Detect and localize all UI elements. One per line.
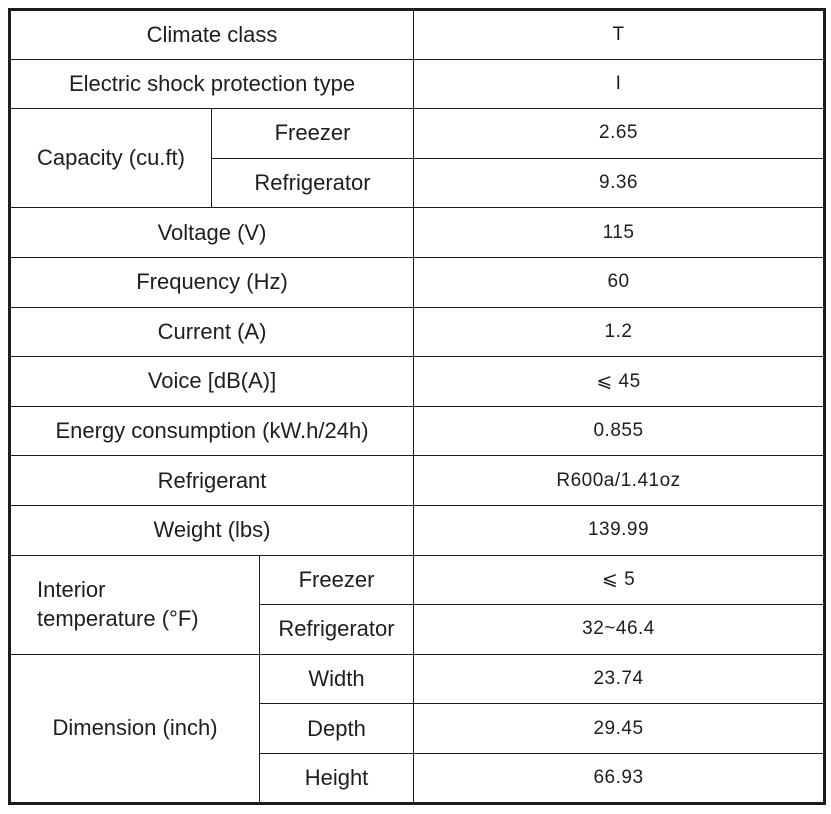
table-row: Height 66.93 [10, 752, 826, 804]
spec-value: 23.74 [413, 653, 826, 705]
spec-sublabel: Freezer [258, 554, 415, 606]
spec-value: R600a/1.41oz [413, 455, 826, 506]
spec-sublabel: Refrigerator [258, 604, 415, 655]
table-row: Climate class T [8, 9, 826, 60]
spec-value: T [413, 9, 826, 60]
table-row: Electric shock protection type I [8, 58, 826, 110]
spec-value: 115 [413, 207, 826, 258]
spec-label: Weight (lbs) [8, 504, 415, 556]
spec-label: Voltage (V) [8, 207, 415, 258]
spec-label: Electric shock protection type [8, 58, 415, 110]
spec-sublabel: Height [258, 752, 415, 804]
spec-label: Capacity (cu.ft) [9, 108, 212, 209]
spec-sublabel: Width [258, 653, 415, 705]
table-row: Frequency (Hz) 60 [8, 256, 826, 308]
table-row: Refrigerator 9.36 [10, 157, 826, 209]
spec-value: 32~46.4 [413, 604, 826, 655]
spec-sublabel: Freezer [210, 108, 415, 159]
spec-value: 2.65 [413, 108, 826, 159]
spec-sublabel: Depth [258, 703, 415, 754]
table-row: Dimension (inch) Width 23.74 [9, 653, 826, 804]
table-row: Energy consumption (kW.h/24h) 0.855 [8, 405, 826, 457]
spec-table: Climate class T Electric shock protectio… [8, 8, 827, 805]
table-row: Weight (lbs) 139.99 [8, 504, 826, 556]
spec-value: 29.45 [413, 703, 826, 754]
spec-label: Refrigerant [8, 455, 415, 506]
table-row: Refrigerator 32~46.4 [10, 604, 826, 655]
spec-value: ⩽ 45 [413, 356, 826, 407]
spec-label: Dimension (inch) [9, 653, 260, 804]
table-row: Voltage (V) 115 [8, 207, 826, 258]
spec-label: Frequency (Hz) [8, 256, 415, 308]
spec-value: 66.93 [413, 752, 826, 804]
table-row: Refrigerant R600a/1.41oz [8, 455, 826, 506]
spec-value: 139.99 [413, 504, 826, 556]
spec-label: Current (A) [8, 306, 415, 358]
spec-sublabel: Refrigerator [210, 157, 415, 209]
spec-label: Interior temperature (°F) [9, 554, 260, 655]
spec-value: 60 [413, 256, 826, 308]
spec-value: I [413, 58, 826, 110]
spec-value: 0.855 [413, 405, 826, 457]
table-row: Current (A) 1.2 [8, 306, 826, 358]
table-row: Interior temperature (°F) Freezer ⩽ 5 [9, 554, 826, 655]
spec-value: 9.36 [413, 157, 826, 209]
table-row: Voice [dB(A)] ⩽ 45 [8, 356, 826, 407]
table-row: Capacity (cu.ft) Freezer 2.65 [9, 108, 826, 209]
spec-value: ⩽ 5 [413, 554, 826, 606]
spec-label: Climate class [8, 9, 415, 60]
table-row: Depth 29.45 [10, 703, 826, 754]
spec-label: Energy consumption (kW.h/24h) [8, 405, 415, 457]
spec-label: Voice [dB(A)] [8, 356, 415, 407]
spec-value: 1.2 [413, 306, 826, 358]
